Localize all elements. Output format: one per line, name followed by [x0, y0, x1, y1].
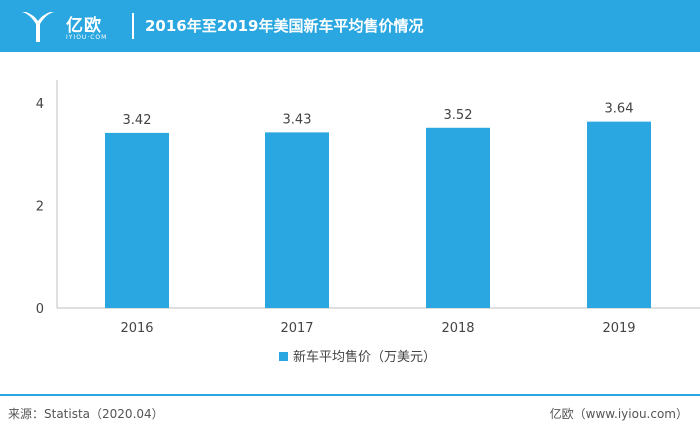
logo-name: 亿欧	[66, 16, 102, 36]
bar-2019	[587, 121, 651, 309]
data-label: 3.64	[605, 102, 634, 117]
x-tick-label: 2016	[120, 321, 153, 336]
data-label: 3.42	[123, 113, 152, 128]
header-bar: 亿欧 IYIOU·COM 2016年至2019年美国新车平均售价情况	[0, 0, 700, 52]
data-label: 3.43	[283, 112, 312, 127]
bar-2016	[105, 132, 169, 308]
page-title: 2016年至2019年美国新车平均售价情况	[145, 17, 424, 35]
footer-divider	[0, 394, 700, 396]
logo-subtitle: IYIOU·COM	[66, 34, 108, 41]
bar-2017	[265, 132, 329, 308]
x-tick-label: 2017	[280, 321, 313, 336]
x-tick-label: 2019	[602, 321, 635, 336]
header-divider	[132, 13, 134, 39]
x-tick-label: 2018	[441, 321, 474, 336]
source-note: 来源：Statista（2020.04）	[8, 407, 164, 421]
bar-chart: 0 2 4 3.42 2016 3.43 2017 3.52 2018 3.64 2019 新车平均售…	[36, 80, 700, 365]
legend-swatch	[279, 352, 288, 361]
y-tick-label: 2	[36, 200, 44, 215]
brand-logo: 亿欧 IYIOU·COM	[18, 6, 118, 46]
y-tick-label: 4	[36, 97, 44, 112]
data-label: 3.52	[444, 108, 473, 123]
legend-label: 新车平均售价（万美元）	[293, 349, 436, 365]
logo-y-icon	[22, 12, 54, 42]
bar-2018	[426, 127, 490, 308]
site-credit: 亿欧（www.iyiou.com）	[549, 407, 688, 421]
y-tick-label: 0	[36, 302, 44, 317]
